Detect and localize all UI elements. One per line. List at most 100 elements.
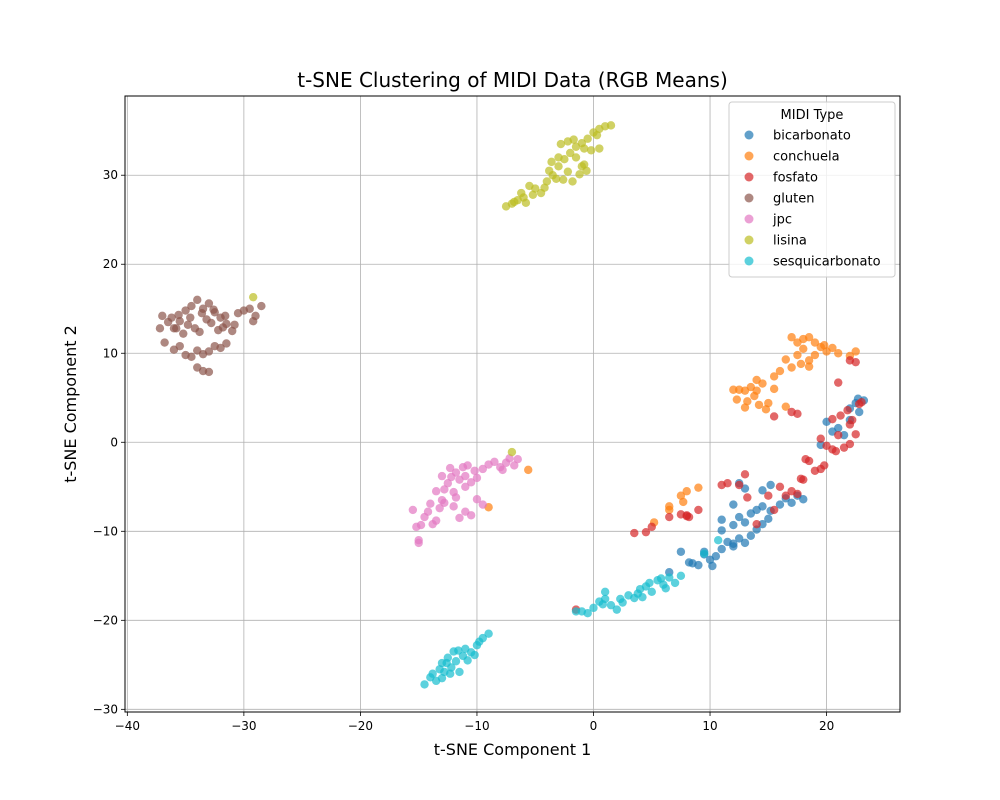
data-point: [579, 144, 589, 153]
legend-label: gluten: [773, 192, 814, 207]
data-point: [740, 470, 750, 479]
data-point: [734, 480, 744, 490]
x-tick-label: 20: [819, 719, 834, 733]
y-tick-label: 10: [103, 346, 118, 360]
data-point: [204, 299, 214, 308]
data-point: [641, 527, 651, 537]
data-point: [478, 464, 487, 474]
legend-label: bicarbonato: [773, 129, 851, 144]
y-tick-label: −30: [93, 702, 118, 716]
data-point: [793, 409, 802, 418]
data-point: [158, 311, 167, 321]
data-point: [521, 198, 531, 208]
series-lisina: [248, 121, 616, 457]
data-point: [834, 423, 843, 433]
data-point: [857, 398, 866, 407]
data-point: [187, 352, 196, 362]
data-point: [216, 343, 225, 353]
data-point: [855, 407, 864, 417]
legend: MIDI Type bicarbonato conchuela fosfato glu…: [728, 101, 896, 278]
data-point: [732, 395, 742, 404]
data-point: [647, 522, 656, 532]
data-point: [478, 500, 487, 509]
data-point: [752, 386, 761, 395]
data-point: [670, 578, 680, 588]
data-point: [449, 502, 458, 511]
data-point: [583, 134, 592, 143]
data-point: [775, 366, 785, 376]
y-tick-label: 30: [103, 168, 118, 182]
data-point: [451, 657, 461, 666]
data-point: [426, 499, 435, 508]
data-point: [775, 500, 785, 509]
data-point: [414, 538, 423, 548]
data-point: [175, 317, 184, 326]
data-point: [843, 406, 852, 415]
data-point: [583, 608, 592, 618]
series-fosfato: [571, 356, 866, 614]
data-point: [734, 385, 744, 394]
legend-marker: [744, 151, 754, 161]
data-point: [743, 493, 752, 502]
data-point: [764, 514, 773, 524]
data-point: [700, 549, 709, 558]
series-jpc: [408, 454, 522, 548]
data-point: [729, 385, 738, 394]
data-point: [589, 603, 598, 613]
data-point: [454, 646, 463, 655]
data-point: [545, 166, 554, 175]
data-point: [758, 519, 767, 529]
legend-marker: [744, 130, 754, 140]
data-point: [694, 505, 703, 515]
grid-lines: [125, 96, 900, 712]
data-point: [463, 461, 472, 470]
data-point: [442, 658, 451, 668]
data-point: [571, 153, 581, 162]
data-point: [836, 411, 845, 420]
data-point: [221, 311, 230, 321]
data-point: [582, 166, 591, 175]
data-point: [451, 493, 461, 502]
data-point: [723, 479, 732, 488]
data-point: [455, 667, 464, 677]
data-point: [187, 301, 196, 311]
data-point: [834, 349, 843, 358]
data-point: [517, 188, 526, 198]
data-point: [717, 515, 726, 524]
data-point: [713, 535, 723, 545]
data-point: [245, 304, 254, 313]
data-point: [556, 139, 566, 149]
data-point: [183, 320, 193, 329]
data-point: [645, 578, 654, 588]
data-point: [616, 594, 625, 604]
data-point: [851, 430, 860, 439]
data-point: [408, 505, 418, 515]
data-point: [207, 318, 216, 328]
data-point: [810, 350, 820, 360]
data-point: [470, 466, 479, 475]
x-tick-label: 10: [702, 719, 717, 733]
y-axis-label: t-SNE Component 2: [61, 325, 80, 483]
data-point: [416, 520, 426, 530]
data-point: [656, 574, 666, 583]
data-point: [592, 130, 602, 140]
data-point: [682, 511, 691, 520]
legend-marker: [744, 235, 754, 245]
data-point: [428, 669, 437, 678]
data-point: [799, 495, 808, 504]
data-point: [174, 310, 183, 320]
series-sesquicarbonato: [420, 535, 723, 689]
data-point: [729, 520, 738, 530]
data-point: [801, 454, 810, 464]
data-point: [461, 471, 470, 481]
data-point: [443, 479, 453, 488]
series-conchuela: [484, 333, 860, 527]
data-point: [787, 498, 796, 508]
data-point: [729, 500, 738, 509]
data-point: [484, 629, 493, 638]
data-point: [775, 482, 785, 491]
data-point: [510, 197, 519, 207]
legend-item-jpc: jpc: [744, 213, 792, 228]
data-point: [472, 495, 482, 504]
